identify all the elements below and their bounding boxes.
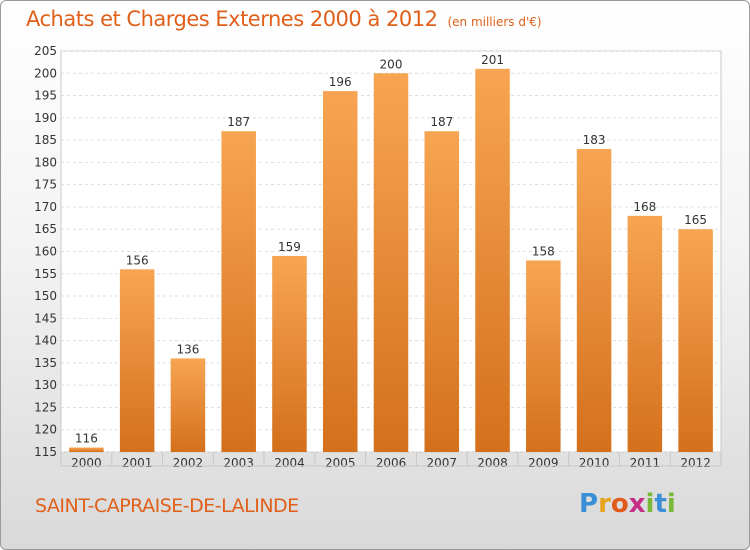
bar <box>69 447 104 452</box>
data-label: 187 <box>430 115 453 129</box>
bar <box>170 358 206 452</box>
y-tick-label: 120 <box>34 423 57 437</box>
y-tick-label: 175 <box>34 178 57 192</box>
y-tick-label: 150 <box>34 289 57 303</box>
bar <box>373 73 409 453</box>
data-label: 183 <box>583 133 606 147</box>
y-tick-label: 140 <box>34 334 57 348</box>
y-tick-label: 160 <box>34 245 57 259</box>
y-tick-label: 180 <box>34 155 57 169</box>
bar <box>475 68 510 453</box>
x-tick-label: 2007 <box>426 456 457 470</box>
y-tick-label: 115 <box>34 445 57 459</box>
y-tick-label: 135 <box>34 356 57 370</box>
x-tick-label: 2009 <box>528 456 559 470</box>
y-tick-label: 125 <box>34 400 57 414</box>
bars: 116 156 136 187 159 196 200 187 201 158 183 168 165 <box>69 53 713 453</box>
logo-letter: i <box>645 489 655 519</box>
data-label: 156 <box>126 253 149 267</box>
title-row: Achats et Charges Externes 2000 à 2012 (e… <box>26 7 542 31</box>
x-tick-label: 2011 <box>630 456 661 470</box>
chart-title: Achats et Charges Externes 2000 à 2012 <box>26 7 438 31</box>
data-label: 165 <box>684 213 707 227</box>
bar <box>272 255 307 452</box>
x-tick-label: 2003 <box>223 456 254 470</box>
x-tick-label: 2005 <box>325 456 356 470</box>
proxiti-logo: Proxiti <box>579 489 676 519</box>
commune-name: SAINT-CAPRAISE-DE-LALINDE <box>35 495 299 517</box>
x-tick-label: 2012 <box>680 456 711 470</box>
bar <box>678 229 713 452</box>
data-label: 116 <box>75 432 98 446</box>
bar <box>576 149 612 452</box>
x-tick-label: 2008 <box>477 456 508 470</box>
data-label: 159 <box>278 240 301 254</box>
logo-letter: t <box>654 489 667 519</box>
y-tick-label: 145 <box>34 311 57 325</box>
y-tick-label: 155 <box>34 267 57 281</box>
y-tick-label: 205 <box>34 44 57 58</box>
x-tick-label: 2000 <box>71 456 102 470</box>
y-tick-label: 195 <box>34 89 57 103</box>
y-tick-label: 165 <box>34 222 57 236</box>
y-tick-label: 170 <box>34 200 57 214</box>
logo-letter: x <box>628 489 646 519</box>
y-tick-label: 130 <box>34 378 57 392</box>
x-tick-label: 2002 <box>173 456 204 470</box>
logo-letter: r <box>598 489 611 519</box>
bar <box>322 91 358 452</box>
data-label: 201 <box>481 53 504 67</box>
data-label: 168 <box>633 200 656 214</box>
y-tick-label: 190 <box>34 111 57 125</box>
logo-letter: o <box>610 489 629 519</box>
chart-unit: (en milliers d'€) <box>447 15 542 29</box>
data-label: 158 <box>532 244 555 258</box>
bar <box>221 131 256 452</box>
x-tick-label: 2004 <box>274 456 305 470</box>
logo-letter: P <box>579 489 599 519</box>
bar <box>424 131 460 452</box>
data-label: 200 <box>380 57 403 71</box>
y-tick-label: 185 <box>34 133 57 147</box>
y-tick-label: 200 <box>34 66 57 80</box>
y-axis: 115 120 125 130 135 140 145 150 155 160 165 170 175 1… <box>34 44 57 459</box>
x-tick-label: 2006 <box>376 456 407 470</box>
data-label: 196 <box>329 75 352 89</box>
bar <box>526 260 561 452</box>
x-tick-label: 2010 <box>579 456 610 470</box>
x-axis: 2000 2001 2002 2003 2004 2005 2006 2007 2008 2009… <box>60 452 722 470</box>
logo-letter: i <box>666 489 676 519</box>
data-label: 136 <box>176 342 199 356</box>
x-tick-label: 2001 <box>122 456 153 470</box>
data-label: 187 <box>227 115 250 129</box>
bar <box>119 269 155 452</box>
bar <box>627 215 663 452</box>
